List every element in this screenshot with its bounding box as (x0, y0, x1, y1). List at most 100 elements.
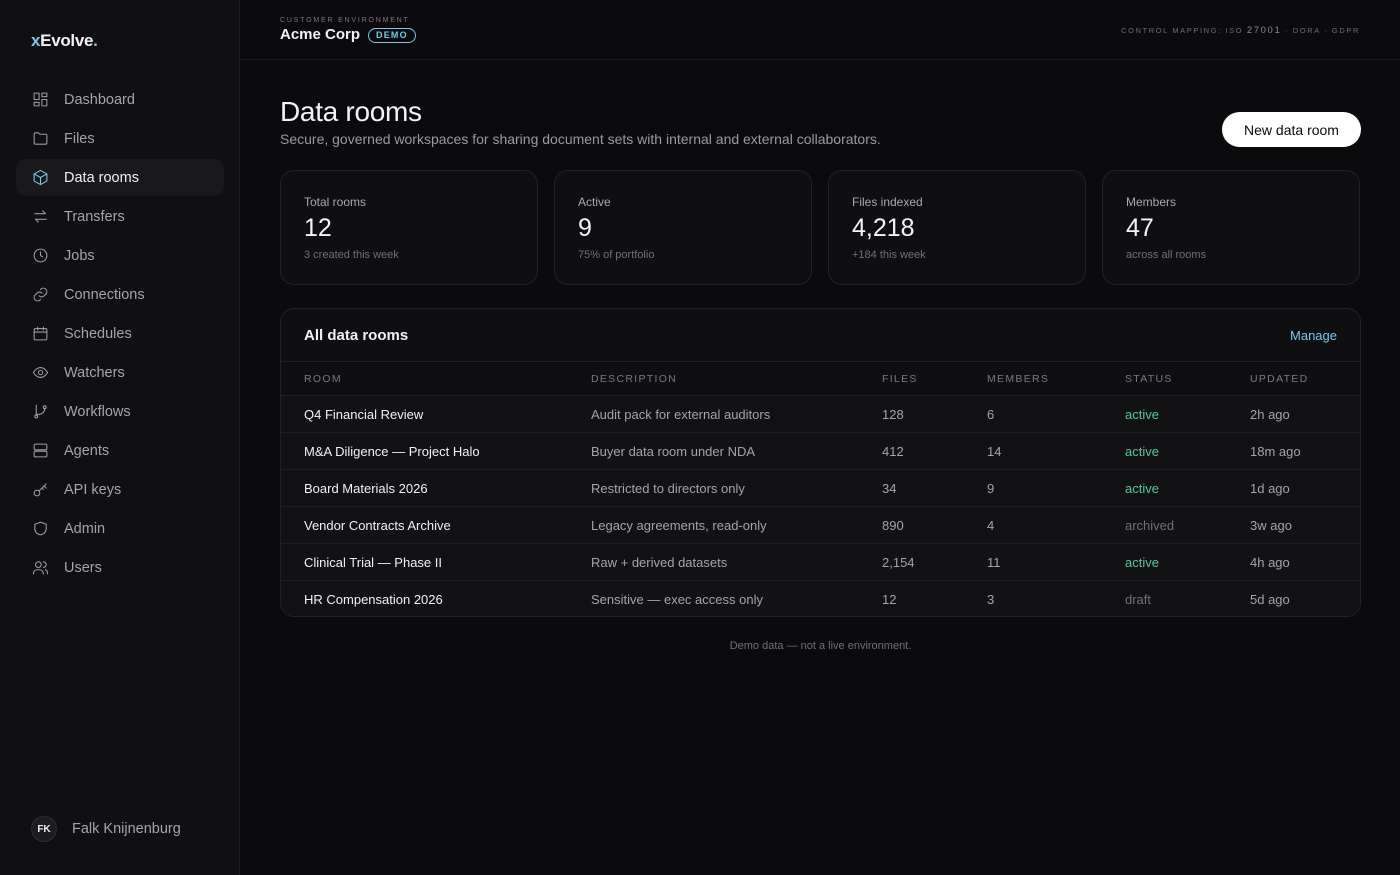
room-members: 9 (987, 481, 995, 496)
page-subtitle: Secure, governed workspaces for sharing … (280, 131, 881, 147)
column-header-status[interactable]: STATUS (1125, 373, 1173, 385)
room-files: 2,154 (882, 555, 915, 570)
room-name: Vendor Contracts Archive (304, 518, 451, 533)
git-branch-icon (31, 403, 49, 421)
stat-value: 4,218 (852, 214, 915, 242)
stat-label: Active (578, 195, 611, 209)
dashboard-icon (31, 91, 49, 109)
room-description: Restricted to directors only (591, 481, 745, 496)
column-header-files[interactable]: FILES (882, 373, 918, 385)
room-files: 34 (882, 481, 897, 496)
room-name: HR Compensation 2026 (304, 592, 443, 607)
column-header-updated[interactable]: UPDATED (1250, 373, 1309, 385)
stat-label: Members (1126, 195, 1177, 209)
sidebar-item-admin[interactable]: Admin (16, 510, 224, 547)
room-members: 4 (987, 518, 995, 533)
sidebar-item-transfers[interactable]: Transfers (16, 198, 224, 235)
sidebar-item-label: Agents (64, 442, 110, 459)
sidebar-item-connections[interactable]: Connections (16, 276, 224, 313)
table-row[interactable]: Board Materials 2026 Restricted to direc… (281, 470, 1360, 507)
transfer-arrows-icon (31, 208, 49, 226)
stat-value: 9 (578, 214, 592, 242)
shield-icon (31, 520, 49, 538)
sidebar-item-label: Admin (64, 520, 106, 537)
room-description: Raw + derived datasets (591, 555, 728, 570)
room-updated: 4h ago (1250, 555, 1290, 570)
folder-icon (31, 130, 49, 148)
cube-icon (31, 169, 49, 187)
status-badge: active (1125, 444, 1159, 459)
table-row[interactable]: Clinical Trial — Phase II Raw + derived … (281, 544, 1360, 581)
manage-link[interactable]: Manage (1290, 328, 1337, 343)
stat-subtext: 3 created this week (304, 249, 399, 261)
room-files: 412 (882, 444, 904, 459)
sidebar-item-data-rooms[interactable]: Data rooms (16, 159, 224, 196)
control-mapping: CONTROL MAPPING: ISO 27001 · DORA · GDPR (1121, 25, 1360, 36)
sidebar-nav: Dashboard Files Data rooms Transfers Job… (16, 81, 224, 588)
users-icon (31, 559, 49, 577)
stat-value: 12 (304, 214, 332, 242)
sidebar-item-label: Workflows (64, 403, 131, 420)
user-name: Falk Knijnenburg (72, 821, 181, 837)
stat-label: Files indexed (852, 195, 923, 209)
column-header-description[interactable]: DESCRIPTION (591, 373, 678, 385)
sidebar-item-label: API keys (64, 481, 122, 498)
demo-data-note: Demo data — not a live environment. (729, 640, 912, 652)
room-name: M&A Diligence — Project Halo (304, 444, 480, 459)
stat-card-files-indexed: Files indexed 4,218 +184 this week (828, 170, 1086, 285)
sidebar-item-files[interactable]: Files (16, 120, 224, 157)
table-row[interactable]: HR Compensation 2026 Sensitive — exec ac… (281, 581, 1360, 616)
sidebar-item-dashboard[interactable]: Dashboard (16, 81, 224, 118)
room-description: Audit pack for external auditors (591, 407, 771, 422)
sidebar-item-label: Transfers (64, 208, 125, 225)
room-files: 890 (882, 518, 904, 533)
room-updated: 3w ago (1250, 518, 1292, 533)
room-members: 11 (987, 555, 1001, 570)
sidebar-item-label: Connections (64, 286, 145, 303)
room-files: 12 (882, 592, 897, 607)
table-row[interactable]: Q4 Financial Review Audit pack for exter… (281, 396, 1360, 433)
server-icon (31, 442, 49, 460)
topbar: CUSTOMER ENVIRONMENT Acme Corp DEMO CONT… (241, 0, 1400, 60)
room-members: 3 (987, 592, 995, 607)
column-header-members[interactable]: MEMBERS (987, 373, 1050, 385)
table-row[interactable]: M&A Diligence — Project Halo Buyer data … (281, 433, 1360, 470)
sidebar-item-workflows[interactable]: Workflows (16, 393, 224, 430)
clock-icon (31, 247, 49, 265)
sidebar-item-api-keys[interactable]: API keys (16, 471, 224, 508)
sidebar-item-schedules[interactable]: Schedules (16, 315, 224, 352)
sidebar-item-jobs[interactable]: Jobs (16, 237, 224, 274)
room-files: 128 (882, 407, 904, 422)
sidebar-item-label: Watchers (64, 364, 125, 381)
room-name: Board Materials 2026 (304, 481, 428, 496)
room-updated: 5d ago (1250, 592, 1290, 607)
room-updated: 2h ago (1250, 407, 1290, 422)
environment-label: CUSTOMER ENVIRONMENT (280, 17, 410, 24)
new-data-room-button[interactable]: New data room (1222, 112, 1361, 147)
sidebar-item-users[interactable]: Users (16, 549, 224, 586)
stat-subtext: across all rooms (1126, 249, 1207, 261)
room-members: 14 (987, 444, 1002, 459)
sidebar-item-label: Users (64, 559, 102, 576)
room-description: Sensitive — exec access only (591, 592, 763, 607)
environment-name: Acme Corp (280, 26, 361, 43)
status-badge: active (1125, 481, 1159, 496)
status-badge: draft (1125, 592, 1152, 607)
column-header-room[interactable]: ROOM (304, 373, 342, 385)
table-title: All data rooms (304, 327, 409, 344)
room-members: 6 (987, 407, 995, 422)
eye-icon (31, 364, 49, 382)
link-icon (31, 286, 49, 304)
stat-label: Total rooms (304, 195, 367, 209)
sidebar-item-agents[interactable]: Agents (16, 432, 224, 469)
app-logo[interactable]: xEvolve. (31, 31, 98, 50)
demo-badge: DEMO (368, 28, 416, 43)
calendar-icon (31, 325, 49, 343)
user-profile[interactable]: FK Falk Knijnenburg (31, 816, 181, 842)
table-row[interactable]: Vendor Contracts Archive Legacy agreemen… (281, 507, 1360, 544)
sidebar-item-watchers[interactable]: Watchers (16, 354, 224, 391)
status-badge: active (1125, 407, 1159, 422)
room-description: Legacy agreements, read-only (591, 518, 767, 533)
data-rooms-table-panel: All data rooms Manage ROOM DESCRIPTION F… (280, 308, 1361, 617)
avatar: FK (31, 816, 57, 842)
